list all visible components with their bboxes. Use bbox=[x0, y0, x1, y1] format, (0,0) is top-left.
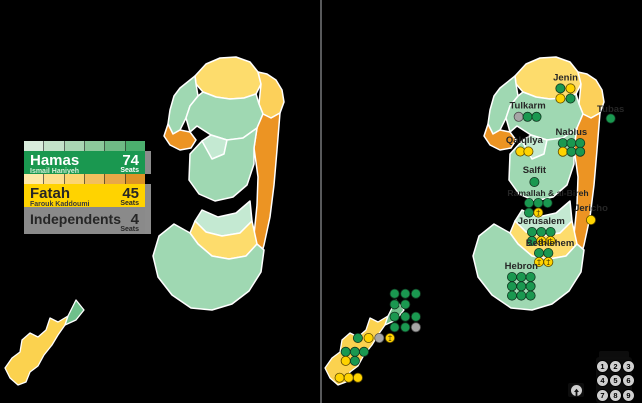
svg-text:Bethlehem: Bethlehem bbox=[526, 238, 575, 249]
svg-text:Hebron: Hebron bbox=[505, 261, 538, 272]
svg-text:Salfit: Salfit bbox=[523, 165, 547, 176]
svg-text:Tubas: Tubas bbox=[597, 104, 624, 115]
svg-text:Jerusalem: Jerusalem bbox=[518, 216, 565, 227]
svg-text:Tulkarm: Tulkarm bbox=[509, 101, 545, 112]
svg-text:Nablus: Nablus bbox=[556, 127, 588, 138]
svg-text:Qalqilya: Qalqilya bbox=[506, 135, 544, 146]
svg-text:Jenin: Jenin bbox=[553, 73, 578, 84]
svg-text:Ramallah & al-Bireh: Ramallah & al-Bireh bbox=[507, 188, 588, 198]
svg-text:Jericho: Jericho bbox=[574, 203, 608, 214]
